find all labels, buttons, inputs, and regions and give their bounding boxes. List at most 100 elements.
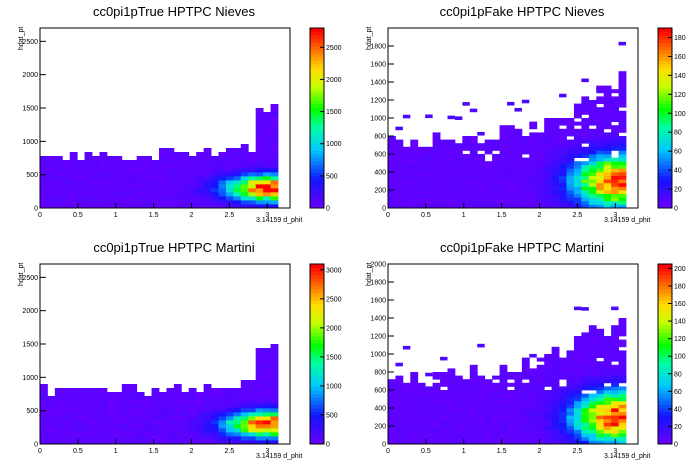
heatmap-cell — [477, 131, 485, 136]
heatmap-cell — [521, 157, 530, 162]
heatmap-cell — [144, 180, 152, 185]
heatmap-cell — [114, 180, 123, 185]
heatmap-cell — [596, 164, 605, 169]
heatmap-cell — [477, 404, 486, 409]
heatmap-cell — [573, 429, 582, 434]
heatmap-cell — [395, 375, 404, 380]
heatmap-cell — [218, 416, 227, 421]
heatmap-cell — [402, 426, 411, 430]
heatmap-cell — [270, 128, 279, 133]
heatmap-cell — [402, 393, 411, 398]
color-scale-cell — [658, 186, 672, 191]
heatmap-cell — [196, 152, 205, 157]
heatmap-cell — [196, 412, 205, 417]
heatmap-cell — [69, 420, 78, 425]
heatmap-cell — [566, 393, 575, 398]
heatmap-cell — [402, 345, 411, 350]
heatmap-cell — [270, 416, 279, 421]
heatmap-cell — [263, 196, 271, 201]
heatmap-cell — [573, 382, 582, 387]
color-scale-cell — [658, 204, 672, 209]
heatmap-cell — [507, 182, 515, 187]
heatmap-cell — [611, 343, 619, 348]
heatmap-cell — [596, 128, 605, 133]
heatmap-cell — [196, 200, 205, 205]
heatmap-cell — [84, 160, 93, 165]
heatmap-cell — [114, 204, 123, 209]
heatmap-cell — [77, 416, 86, 421]
heatmap-cell — [596, 107, 605, 112]
heatmap-cell — [544, 411, 553, 416]
heatmap-cell — [507, 426, 515, 430]
heatmap-cell — [233, 400, 242, 405]
heatmap-cell — [462, 200, 471, 205]
heatmap-cell — [203, 396, 212, 401]
color-scale-cell — [310, 146, 324, 151]
heatmap-cell — [566, 354, 575, 358]
heatmap-cell — [484, 139, 493, 144]
heatmap-cell — [121, 168, 130, 173]
heatmap-cell — [454, 426, 463, 430]
y-axis-label: hdat_pt — [366, 262, 373, 286]
heatmap-cell — [92, 160, 100, 165]
heatmap-cell — [544, 154, 553, 158]
heatmap-cell — [166, 388, 175, 393]
heatmap-cell — [544, 168, 553, 173]
color-scale-cell — [658, 400, 672, 405]
heatmap-cell — [581, 364, 590, 369]
heatmap-cell — [521, 390, 530, 394]
heatmap-cell — [559, 150, 567, 155]
heatmap-cell — [395, 411, 404, 416]
heatmap-cell — [596, 361, 605, 366]
heatmap-cell — [529, 139, 538, 144]
heatmap-cell — [521, 408, 530, 412]
heatmap-cell — [596, 328, 605, 333]
heatmap-cell — [499, 136, 508, 140]
heatmap-cell — [588, 136, 597, 140]
heatmap-cell — [106, 184, 115, 189]
heatmap-cell — [417, 429, 426, 434]
heatmap-cell — [92, 408, 100, 413]
heatmap-cell — [447, 115, 455, 120]
heatmap-cell — [144, 164, 152, 169]
heatmap-cell — [188, 424, 197, 429]
x-tick-label: 0.5 — [73, 448, 83, 455]
heatmap-cell — [618, 343, 627, 348]
heatmap-cell — [166, 176, 175, 181]
heatmap-cell — [588, 172, 597, 176]
heatmap-cell — [440, 393, 448, 398]
heatmap-cell — [536, 368, 545, 373]
heatmap-cell — [388, 426, 396, 430]
heatmap-cell — [603, 390, 612, 394]
color-scale-cell — [310, 150, 324, 155]
heatmap-cell — [484, 397, 493, 402]
heatmap-cell — [469, 179, 478, 184]
y-tick-label: 200 — [374, 188, 386, 195]
heatmap-cell — [559, 182, 567, 187]
heatmap-cell — [410, 429, 419, 434]
heatmap-cell — [40, 160, 48, 165]
heatmap-cell — [529, 386, 538, 391]
heatmap-cell — [225, 196, 234, 201]
heatmap-cell — [136, 412, 145, 417]
heatmap-cell — [611, 390, 619, 394]
heatmap-cell — [159, 184, 167, 189]
heatmap-svg: 0 0.5 1 1.5 2 2.5 3050010001500200025000500100… — [22, 27, 342, 219]
heatmap-cell — [240, 400, 249, 405]
heatmap-cell — [255, 188, 264, 193]
heatmap-cell — [410, 150, 419, 155]
color-scale-cell — [658, 282, 672, 287]
heatmap-cell — [395, 408, 404, 412]
heatmap-cell — [211, 424, 219, 429]
heatmap-cell — [77, 200, 86, 205]
heatmap-cell — [240, 148, 249, 153]
heatmap-cell — [440, 379, 448, 384]
heatmap-cell — [270, 344, 279, 349]
heatmap-cell — [270, 384, 279, 389]
heatmap-svg: 0 0.5 1 1.5 2 2.5 3020040060080010001200140016… — [370, 27, 686, 219]
heatmap-cell — [62, 176, 71, 181]
heatmap-cell — [618, 364, 627, 369]
heatmap-cell — [92, 428, 100, 433]
heatmap-cell — [203, 404, 212, 409]
heatmap-cell — [402, 204, 411, 209]
